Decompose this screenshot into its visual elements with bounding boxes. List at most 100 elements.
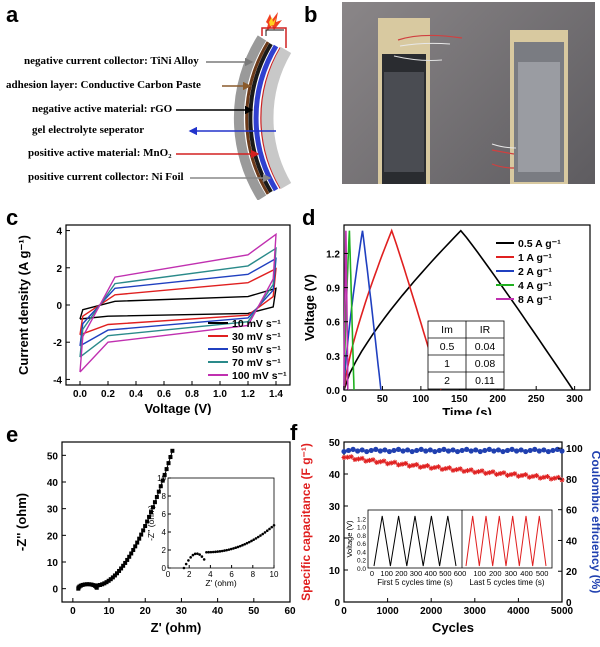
eis-inset-point <box>247 540 251 544</box>
efficiency-point <box>500 448 506 455</box>
capacitance-point <box>341 455 347 461</box>
cv-y-tick-label: 0 <box>56 301 62 312</box>
eis-inset-point <box>229 547 233 551</box>
cv-x-tick-label: 0.2 <box>101 389 115 400</box>
capacitance-point <box>425 463 431 469</box>
eis-inset-x-tick-label: 0 <box>166 570 171 579</box>
cv-curve-3 <box>79 246 277 358</box>
panel-a: a negative current collector: TiNi Alloy… <box>0 0 300 200</box>
efficiency-point <box>409 448 415 455</box>
efficiency-point <box>355 448 361 454</box>
eis-inset-x-tick-label: 10 <box>270 570 279 579</box>
eis-point <box>84 582 89 587</box>
eis-y-tick-label: 0 <box>52 585 58 596</box>
efficiency-point <box>554 446 561 452</box>
efficiency-point <box>473 447 479 453</box>
cycling-y-tick-label: 40 <box>329 470 341 481</box>
efficiency-point <box>468 448 474 454</box>
eis-inset-frame <box>167 477 275 569</box>
efficiency-point <box>345 447 352 454</box>
efficiency-point <box>423 448 429 454</box>
cycling-x-tick-label: 5000 <box>551 606 574 617</box>
eis-point <box>82 582 87 587</box>
efficiency-point <box>523 448 529 455</box>
eis-inset-point <box>191 553 195 557</box>
efficiency-point <box>377 448 383 454</box>
cycling-x-tick-label: 2000 <box>420 606 443 617</box>
cycling-inset-left-tick: 0 <box>370 569 374 578</box>
eis-inset-x-label: Z' (ohm) <box>205 578 237 588</box>
eis-inset-point <box>227 548 231 551</box>
eis-inset-point <box>234 546 238 550</box>
capacitance-point <box>523 472 529 478</box>
gcd-plot-frame <box>343 224 591 391</box>
layer-label-adhesion: adhesion layer: Conductive Carbon Paste <box>6 79 201 91</box>
cycling-inset-left-tick: 200 <box>395 569 408 578</box>
capacitance-point <box>388 460 394 466</box>
device-photo <box>342 2 595 184</box>
gcd-x-tick-label: 100 <box>413 394 430 405</box>
cycling-inset-frame <box>367 509 553 569</box>
capacitance-point <box>465 468 471 474</box>
panel-d: d 0 50 100 150 200 250 300 0.0 0.3 0.6 0.9 1.2 Time … <box>300 205 600 420</box>
eis-point <box>141 528 146 533</box>
eis-inset-point <box>259 534 262 537</box>
eis-point <box>94 585 99 590</box>
cycling-y-tick-label: 50 <box>329 438 341 449</box>
capacitance-point <box>512 471 518 477</box>
eis-point <box>108 577 113 582</box>
eis-y-tick-label: 40 <box>47 478 59 489</box>
eis-inset-point <box>270 525 274 529</box>
gcd-x-tick-label: 250 <box>528 394 545 405</box>
gcd-y-tick-label: 1.2 <box>326 249 340 260</box>
eis-inset-point <box>214 550 217 554</box>
capacitance-point <box>446 465 452 471</box>
gcd-curve-4 <box>343 230 349 391</box>
cycling-inset-y-tick: 1.0 <box>357 525 366 532</box>
eis-inset-point <box>265 529 269 533</box>
efficiency-point <box>509 446 515 452</box>
cycling-inset-y-tick: 0.2 <box>357 558 366 565</box>
eis-x-tick-label: 10 <box>103 606 115 617</box>
ir-table-header: IR <box>480 324 491 336</box>
cycling-y-axis-label: Specific capacitance (F g⁻¹) <box>299 443 313 601</box>
efficiency-point <box>482 447 488 454</box>
capacitance-point <box>505 472 510 478</box>
cycling-inset-curve <box>373 515 457 567</box>
efficiency-point <box>541 447 547 453</box>
capacitance-point <box>370 457 376 463</box>
efficiency-point <box>559 448 565 454</box>
capacitance-point <box>352 457 358 463</box>
gcd-chart: 0 50 100 150 200 250 300 0.0 0.3 0.6 0.9 1.2 Time (s… <box>302 224 591 420</box>
capacitance-point <box>406 463 412 469</box>
capacitance-point <box>356 456 362 462</box>
gcd-x-axis-label: Time (s) <box>442 405 492 415</box>
capacitance-point <box>515 473 521 479</box>
cv-y-axis-label: Current density (A g⁻¹) <box>16 235 31 375</box>
eis-point <box>95 583 100 588</box>
eis-point <box>164 467 169 472</box>
efficiency-point <box>532 446 538 452</box>
layer-label-collector-pos: positive current collector: Ni Foil <box>28 171 184 183</box>
capacitance-point <box>385 461 391 467</box>
eis-point <box>100 582 105 587</box>
eis-point <box>143 524 148 529</box>
cycling-inset-curve <box>465 515 547 567</box>
eis-inset-point <box>220 549 224 553</box>
cv-y-tick-label: -2 <box>53 338 62 349</box>
eis-point <box>145 519 150 524</box>
gcd-x-tick-label: 200 <box>489 394 506 405</box>
capacitance-point <box>439 466 445 472</box>
cv-curve-0 <box>79 287 277 320</box>
panel-letter-e: e <box>6 422 19 447</box>
eis-x-tick-label: 20 <box>140 606 152 617</box>
cycling-y-tick-label: 10 <box>329 566 341 577</box>
ir-table-header: Im <box>441 324 453 336</box>
eis-point <box>87 582 92 587</box>
eis-point <box>131 547 136 552</box>
cycling-x-tick-label: 3000 <box>464 606 487 617</box>
panel-letter-f: f <box>290 420 298 445</box>
cycling-x-tick-label: 4000 <box>507 606 530 617</box>
cv-curve-2 <box>79 257 277 347</box>
capacitance-point <box>399 461 405 467</box>
